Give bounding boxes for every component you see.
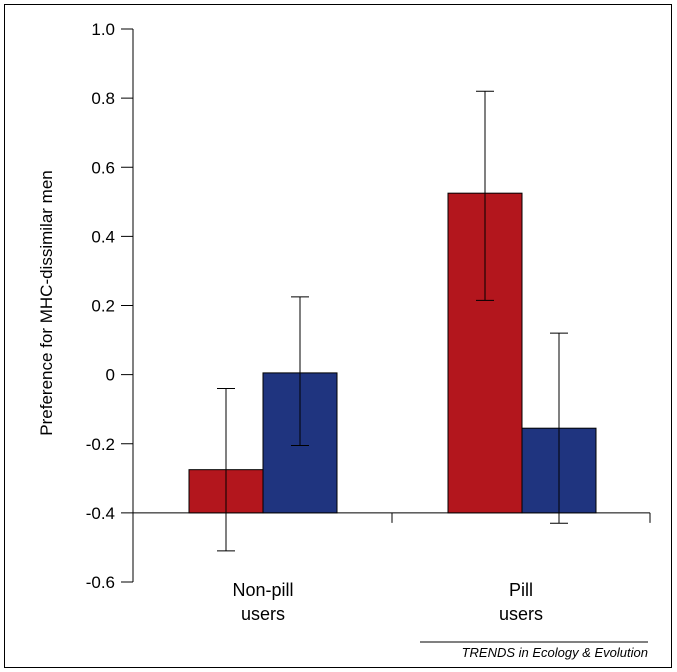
y-tick-label: -0.4 [86, 504, 115, 523]
y-tick-label: 0.2 [91, 297, 115, 316]
y-tick-label: -0.6 [86, 573, 115, 592]
y-axis-title: Preference for MHC-dissimilar men [37, 170, 56, 435]
y-tick-label: 0.4 [91, 227, 115, 246]
y-tick-label: 0.6 [91, 158, 115, 177]
y-axis: 1.0 0.8 0.6 0.4 0.2 0 -0.2 -0.4 -0.6 [86, 20, 133, 592]
category-label-line: users [499, 604, 543, 624]
category-label-line: Pill [509, 580, 533, 600]
category-label-line: Non-pill [232, 580, 293, 600]
source-credit: TRENDS in Ecology & Evolution [462, 645, 648, 660]
bars-group [189, 193, 596, 513]
y-tick-label: 0.8 [91, 89, 115, 108]
y-tick-label: 1.0 [91, 20, 115, 39]
category-label: Pill users [499, 580, 543, 624]
y-tick-label: -0.2 [86, 435, 115, 454]
category-label-line: users [241, 604, 285, 624]
category-labels: Non-pill users Pill users [232, 580, 543, 624]
category-label: Non-pill users [232, 580, 293, 624]
y-tick-label: 0 [106, 366, 115, 385]
x-axis [133, 513, 650, 523]
